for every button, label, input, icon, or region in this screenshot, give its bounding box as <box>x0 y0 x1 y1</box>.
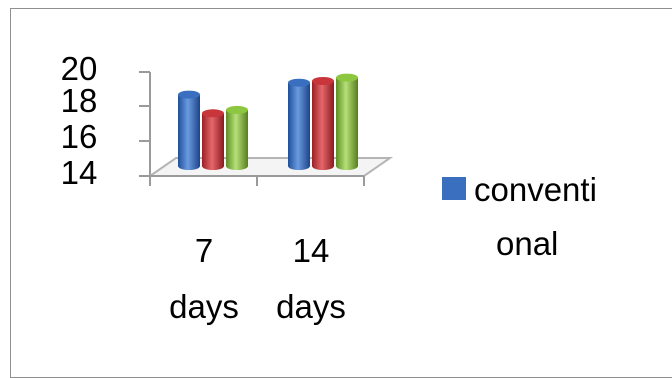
bar-base <box>336 162 358 170</box>
bar-body <box>288 82 310 166</box>
bar-base <box>202 162 224 170</box>
y-tick-label: 18 <box>61 82 98 119</box>
category-label: 14 <box>293 232 330 269</box>
bar-body <box>178 94 200 166</box>
y-tick-label: 14 <box>61 154 98 191</box>
bars-group <box>178 73 358 170</box>
bar-base <box>288 162 310 170</box>
bar-cap <box>226 105 248 114</box>
y-tick-label: 16 <box>61 118 98 155</box>
bar <box>336 73 358 170</box>
bar-base <box>312 162 334 170</box>
bar-body <box>312 81 334 166</box>
chart-svg: 20 18 16 14 7 days 14 days conventi onal <box>61 50 597 325</box>
bar <box>178 90 200 170</box>
bar-cap <box>178 90 200 99</box>
bar-body <box>226 109 248 166</box>
legend-swatch <box>442 177 466 200</box>
bar-cap <box>202 109 224 118</box>
y-tick-label: 20 <box>61 50 98 87</box>
bar-body <box>336 77 358 166</box>
bar <box>226 105 248 170</box>
category-label: 7 <box>195 232 213 269</box>
chart-frame <box>10 8 672 378</box>
bar-body <box>202 113 224 166</box>
category-label: days <box>276 288 346 325</box>
bar-base <box>178 162 200 170</box>
bar-cap <box>288 78 310 87</box>
legend-label: conventi <box>474 171 597 208</box>
legend-label: onal <box>496 225 558 262</box>
bar-cap <box>336 73 358 82</box>
bar-cap <box>312 77 334 85</box>
category-label: days <box>169 288 239 325</box>
bar <box>312 77 334 170</box>
bar <box>202 109 224 170</box>
bar <box>288 78 310 170</box>
bar-base <box>226 162 248 170</box>
